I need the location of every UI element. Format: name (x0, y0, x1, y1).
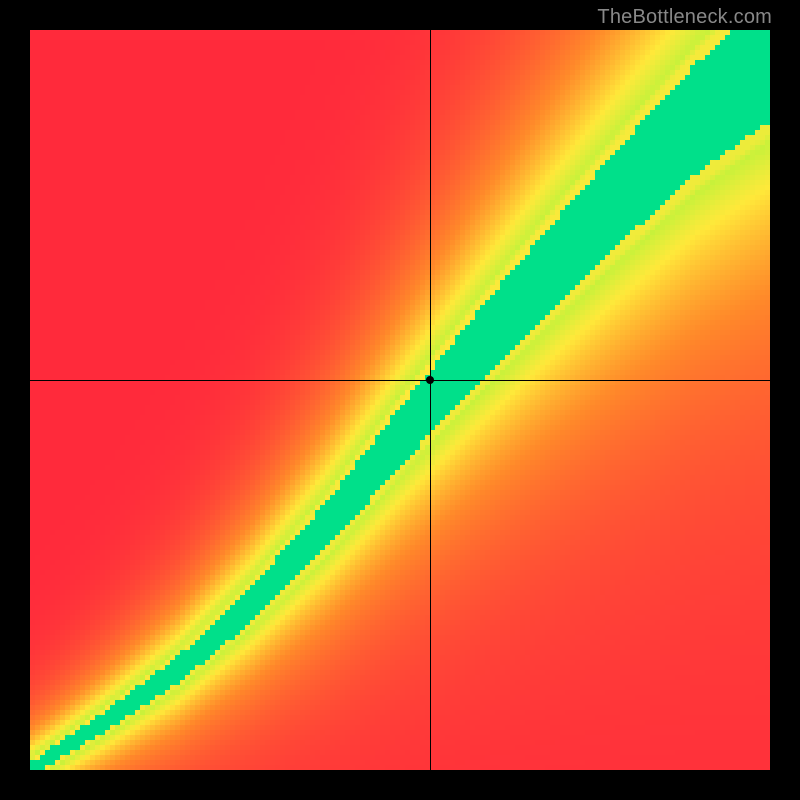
crosshair-vertical (430, 30, 431, 770)
watermark-text: TheBottleneck.com (597, 6, 772, 29)
crosshair-horizontal (30, 380, 770, 381)
marker-dot (426, 376, 434, 384)
heatmap-plot (30, 30, 770, 770)
heatmap-canvas (30, 30, 770, 770)
